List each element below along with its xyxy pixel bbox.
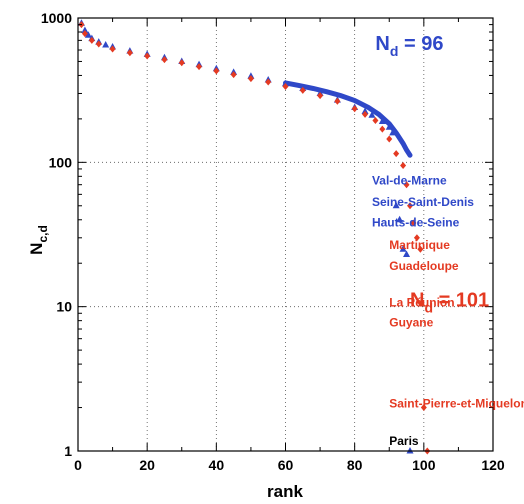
data-point-diamond	[144, 52, 151, 60]
data-point-triangle	[406, 447, 414, 454]
series-line	[283, 80, 413, 158]
y-tick-label: 1000	[41, 10, 72, 26]
x-tick-label: 20	[139, 457, 155, 473]
data-point-diamond	[109, 45, 116, 53]
data-point-diamond	[372, 116, 379, 124]
data-point-diamond	[351, 105, 358, 113]
data-point-diamond	[161, 56, 168, 64]
data-point-diamond	[230, 71, 237, 79]
series	[283, 80, 413, 158]
y-tick-label: 100	[49, 154, 73, 170]
region-label: Val-de-Marne	[372, 174, 447, 188]
data-point-diamond	[403, 181, 410, 189]
data-point-diamond	[265, 78, 272, 86]
region-label: Guyane	[389, 315, 433, 329]
data-point-diamond	[362, 110, 369, 118]
data-point-triangle	[399, 245, 407, 252]
data-point-diamond	[420, 404, 427, 412]
data-point-triangle	[392, 201, 400, 209]
nd-symbol: N	[410, 290, 424, 312]
data-point-diamond	[247, 75, 254, 83]
gridlines	[78, 18, 493, 451]
data-point-triangle	[396, 215, 404, 223]
y-axis-title-main: N	[27, 243, 46, 255]
data-point-diamond	[126, 49, 133, 57]
data-point-diamond	[407, 202, 413, 210]
series	[77, 19, 414, 454]
data-point-diamond	[95, 40, 102, 48]
x-axis-title: rank	[267, 482, 303, 501]
data-point-diamond	[386, 135, 393, 143]
data-point-diamond	[299, 86, 306, 94]
data-series	[77, 19, 431, 455]
nd-subscript: d	[424, 300, 433, 316]
x-tick-label: 40	[209, 457, 225, 473]
region-label: Paris	[389, 434, 419, 448]
nd-subscript: d	[390, 43, 399, 59]
nd-annotation: Nd = 101	[410, 290, 489, 316]
data-point-diamond	[282, 83, 289, 91]
region-label: Seine-Saint-Denis	[372, 195, 474, 209]
region-label: Guadeloupe	[389, 259, 459, 273]
y-tick-label: 10	[56, 299, 72, 315]
data-point-diamond	[410, 219, 417, 227]
data-point-diamond	[81, 30, 88, 38]
data-point-triangle	[81, 26, 89, 33]
data-point-triangle	[368, 111, 376, 118]
x-tick-label: 60	[278, 457, 294, 473]
data-point-diamond	[393, 150, 400, 158]
region-label: Martinique	[389, 238, 450, 252]
y-axis-title-sub: c,d	[36, 225, 50, 242]
data-point-triangle	[84, 31, 92, 38]
nd-annotation: Nd = 96	[375, 33, 443, 59]
x-tick-label: 80	[347, 457, 363, 473]
data-point-diamond	[213, 67, 220, 75]
data-point-triangle	[102, 41, 110, 48]
data-point-diamond	[88, 36, 95, 44]
region-label: Hauts-de-Seine	[372, 215, 460, 229]
x-tick-label: 100	[412, 457, 436, 473]
data-point-triangle	[403, 250, 411, 257]
x-tick-label: 0	[74, 457, 82, 473]
data-point-diamond	[417, 245, 424, 253]
x-tick-label: 120	[481, 457, 505, 473]
series	[78, 21, 431, 455]
data-point-diamond	[196, 63, 203, 71]
data-point-triangle	[361, 107, 369, 115]
data-point-diamond	[379, 125, 386, 133]
nd-value: = 96	[398, 33, 443, 55]
data-point-diamond	[400, 162, 407, 170]
data-point-diamond	[317, 92, 324, 100]
nd-symbol: N	[375, 33, 389, 55]
region-label: Saint-Pierre-et-Miquelon	[389, 397, 524, 411]
nd-value: = 101	[433, 290, 489, 312]
data-point-diamond	[178, 59, 185, 67]
region-label: La Réunion	[389, 296, 454, 310]
data-point-diamond	[413, 234, 420, 242]
data-point-diamond	[334, 97, 341, 105]
y-tick-label: 1	[64, 443, 72, 459]
y-axis-title: Nc,d	[27, 225, 50, 255]
